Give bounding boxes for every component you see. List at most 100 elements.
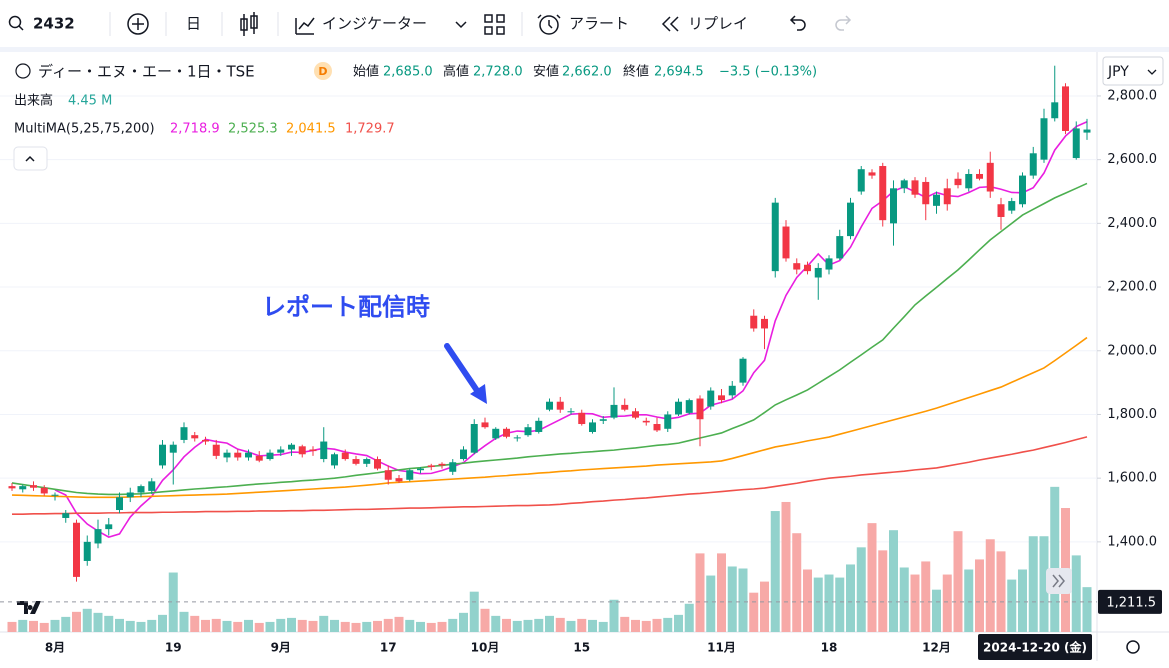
annotation: レポート配信時	[262, 293, 430, 321]
candle-body	[728, 385, 736, 396]
candle-body	[126, 492, 134, 498]
candle-body	[374, 459, 381, 469]
candle-body	[169, 444, 177, 453]
volume-bar	[1050, 486, 1060, 632]
volume-bar	[813, 577, 823, 632]
undo-button[interactable]	[789, 15, 806, 31]
indicators-icon[interactable]	[295, 17, 315, 35]
volume-bar	[448, 618, 458, 632]
candle-body	[750, 315, 758, 329]
candle-body	[202, 439, 209, 442]
volume-bar	[663, 617, 673, 632]
candle-body	[331, 454, 338, 466]
settings-button[interactable]	[1126, 640, 1140, 654]
crosshair-date: 2024-12-20 (金)	[983, 640, 1087, 655]
candle-body	[223, 452, 231, 458]
volume-bar	[61, 616, 71, 632]
candle-body	[922, 181, 930, 205]
ma-value: 2,718.9	[170, 122, 220, 137]
y-tick-label: 2,200.0	[1107, 280, 1157, 295]
volume-bar	[416, 621, 425, 632]
candle-body	[739, 358, 747, 383]
annotation-arrow	[444, 343, 481, 395]
candle-body	[406, 470, 414, 480]
low-value: 2,662.0	[562, 65, 612, 80]
candle-body	[470, 424, 478, 453]
volume-bar	[115, 618, 124, 632]
y-tick-label: 1,800.0	[1107, 407, 1157, 422]
currency-button[interactable]	[1102, 56, 1164, 86]
symbol-name: ディー・エヌ・エー・1日・TSE	[38, 63, 255, 81]
alert-icon-hands	[537, 14, 561, 29]
volume-bar	[598, 621, 608, 632]
volume-bar	[1018, 569, 1027, 632]
volume-bar	[82, 608, 92, 632]
ma-value: 2,525.3	[228, 122, 278, 137]
x-tick-label: 18	[821, 641, 838, 655]
candle-body	[997, 204, 1005, 217]
volume-bar	[72, 611, 81, 632]
legend: ディー・エヌ・エー・1日・TSE D 始値 2,685.0 高値 2,728.0…	[13, 62, 817, 171]
symbol-logo	[15, 63, 31, 79]
indicators-chevron[interactable]	[455, 21, 467, 29]
volume-bar	[39, 622, 49, 632]
candle-body	[546, 401, 553, 410]
chart-type-button[interactable]	[240, 12, 258, 36]
candle-body	[653, 424, 661, 431]
candle-body	[1019, 175, 1026, 205]
candle-body	[449, 462, 457, 472]
candle-body	[589, 422, 596, 432]
volume-bar	[1028, 536, 1038, 632]
alert-button[interactable]: アラート	[569, 15, 629, 33]
candle-body	[825, 258, 833, 270]
volume-value: 4.45 M	[68, 94, 112, 109]
volume-bar	[340, 621, 350, 632]
candle-body	[255, 455, 263, 461]
volume-bar	[502, 618, 511, 632]
volume-bar	[93, 612, 103, 632]
candle-body	[771, 202, 779, 272]
candle-body	[986, 162, 994, 192]
candle-body	[298, 446, 306, 455]
candle-body	[1051, 102, 1059, 119]
interval-button[interactable]: 日	[186, 15, 201, 33]
candle-body	[51, 494, 59, 496]
redo-button[interactable]	[835, 15, 852, 31]
x-tick-label: 11月	[707, 641, 736, 655]
symbol-search[interactable]: 2432	[33, 15, 75, 33]
replay-button[interactable]: リプレイ	[688, 15, 748, 33]
volume-bar	[620, 616, 630, 632]
volume-bar	[136, 621, 146, 632]
candle-body	[782, 226, 790, 259]
candle-body	[696, 398, 704, 420]
candle-body	[266, 452, 274, 460]
candle-body	[212, 444, 220, 456]
scroll-right-button[interactable]	[1046, 568, 1072, 594]
low-label: 安値	[533, 64, 559, 80]
layout-button[interactable]	[484, 14, 505, 35]
candle-body	[976, 173, 983, 179]
tv-logo	[17, 601, 41, 614]
alert-icon[interactable]	[539, 15, 559, 35]
currency[interactable]: JPY	[1107, 64, 1129, 80]
candle-body	[685, 400, 693, 413]
volume-bar	[491, 615, 501, 632]
compare-button[interactable]	[127, 13, 149, 35]
volume-bar	[770, 511, 780, 632]
candle-body	[954, 178, 962, 186]
volume-bar	[351, 622, 361, 632]
volume-bar	[588, 619, 597, 632]
indicators-button[interactable]: インジケーター	[322, 15, 427, 33]
candle-body	[427, 465, 435, 468]
volume-bar	[727, 566, 737, 632]
candle-body	[524, 427, 532, 436]
volume-bar	[480, 608, 490, 632]
volume-bar	[534, 618, 544, 632]
candle-body	[900, 180, 908, 189]
search-icon[interactable]	[8, 15, 22, 29]
replay-icon[interactable]	[661, 16, 679, 32]
collapse-chevron	[25, 155, 35, 162]
close-value: 2,694.5	[654, 65, 704, 80]
y-tick-label: 2,600.0	[1107, 152, 1157, 167]
x-tick-label: 9月	[271, 641, 291, 655]
